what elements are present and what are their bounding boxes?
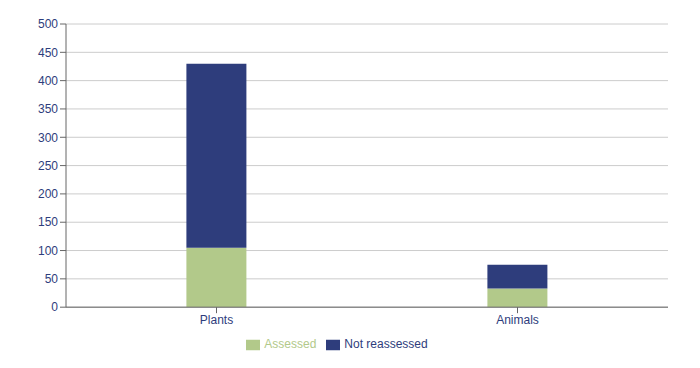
svg-text:300: 300 xyxy=(38,131,58,145)
svg-text:Animals: Animals xyxy=(496,313,539,327)
svg-text:Plants: Plants xyxy=(200,313,233,327)
svg-text:50: 50 xyxy=(45,272,59,286)
svg-text:200: 200 xyxy=(38,187,58,201)
svg-text:500: 500 xyxy=(38,17,58,31)
svg-text:100: 100 xyxy=(38,244,58,258)
svg-text:450: 450 xyxy=(38,46,58,60)
svg-text:250: 250 xyxy=(38,159,58,173)
svg-text:0: 0 xyxy=(51,300,58,314)
html-text:Assessed: Assessed xyxy=(264,337,317,352)
svg-text:350: 350 xyxy=(38,102,58,116)
html-text:Not reassessed: Not reassessed xyxy=(344,337,428,352)
svg-text:400: 400 xyxy=(38,74,58,88)
svg-text:150: 150 xyxy=(38,215,58,229)
